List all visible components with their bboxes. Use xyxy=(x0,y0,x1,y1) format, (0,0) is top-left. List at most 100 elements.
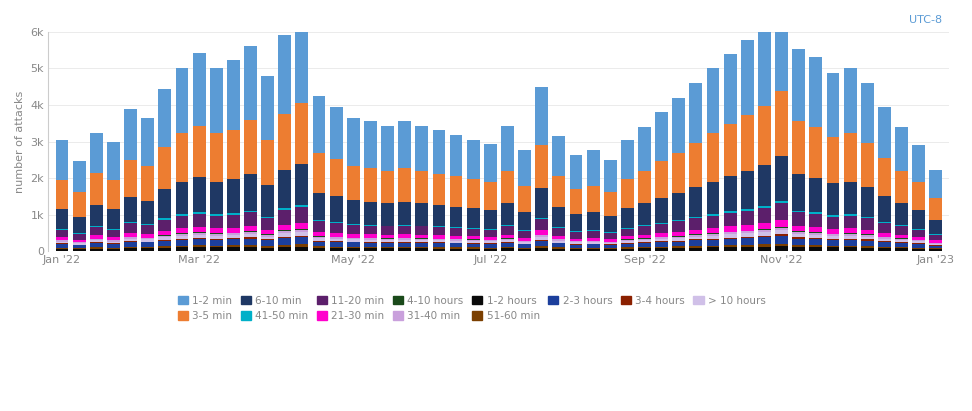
Bar xyxy=(707,215,719,216)
Bar xyxy=(724,124,737,176)
Bar xyxy=(295,230,308,232)
Bar xyxy=(929,248,942,249)
Bar xyxy=(810,127,822,178)
Bar xyxy=(638,248,651,251)
Bar xyxy=(261,237,274,239)
Bar xyxy=(689,246,703,248)
Bar xyxy=(604,160,616,192)
Bar xyxy=(587,241,600,242)
Bar xyxy=(450,236,463,239)
Bar xyxy=(810,247,822,251)
Bar xyxy=(689,234,703,235)
Bar xyxy=(450,247,463,249)
Bar xyxy=(844,236,856,239)
Bar xyxy=(176,247,189,251)
Bar xyxy=(792,239,805,245)
Bar xyxy=(895,235,908,238)
Bar xyxy=(176,182,189,215)
Bar xyxy=(638,127,651,171)
Bar xyxy=(158,236,171,237)
Bar xyxy=(741,210,753,225)
Bar xyxy=(399,225,411,226)
Bar xyxy=(347,242,360,247)
Bar xyxy=(826,229,840,233)
Bar xyxy=(775,228,788,230)
Bar xyxy=(741,247,753,251)
Bar xyxy=(536,248,548,251)
Bar xyxy=(587,212,600,230)
Bar xyxy=(604,248,616,249)
Bar xyxy=(244,239,257,245)
Bar xyxy=(158,246,171,248)
Bar xyxy=(347,166,360,200)
Bar xyxy=(192,214,205,227)
Bar xyxy=(55,230,68,237)
Bar xyxy=(861,83,874,143)
Bar xyxy=(895,127,908,171)
Bar xyxy=(536,235,548,237)
Bar xyxy=(450,227,463,228)
Bar xyxy=(399,238,411,240)
Bar xyxy=(570,189,582,214)
Bar xyxy=(467,208,479,228)
Bar xyxy=(707,240,719,246)
Bar xyxy=(929,244,942,245)
Bar xyxy=(707,236,719,239)
Bar xyxy=(587,238,600,240)
Bar xyxy=(844,68,856,133)
Bar xyxy=(433,243,445,247)
Bar xyxy=(707,233,719,234)
Bar xyxy=(399,248,411,251)
Bar xyxy=(895,238,908,239)
Bar xyxy=(226,233,240,235)
Bar xyxy=(415,239,429,240)
Bar xyxy=(638,243,651,247)
Bar xyxy=(638,171,651,203)
Bar xyxy=(673,242,685,247)
Bar xyxy=(192,233,205,235)
Bar xyxy=(330,222,342,223)
Bar xyxy=(484,249,497,251)
Bar xyxy=(55,229,68,230)
Bar xyxy=(604,216,616,232)
Bar xyxy=(895,243,908,247)
Bar xyxy=(89,133,103,173)
Bar xyxy=(158,235,171,236)
Bar xyxy=(844,228,856,233)
Bar xyxy=(518,150,531,186)
Bar xyxy=(878,158,890,196)
Bar xyxy=(347,118,360,166)
Bar xyxy=(158,241,171,246)
Bar xyxy=(912,244,925,248)
Bar xyxy=(689,235,703,237)
Bar xyxy=(673,236,685,238)
Bar xyxy=(758,208,771,223)
Bar xyxy=(878,247,890,248)
Bar xyxy=(912,237,925,240)
Bar xyxy=(226,247,240,251)
Bar xyxy=(878,223,890,233)
Bar xyxy=(210,233,223,234)
Bar xyxy=(673,220,685,222)
Bar xyxy=(810,58,822,127)
Bar xyxy=(192,227,205,232)
Bar xyxy=(278,114,292,170)
Bar xyxy=(775,91,788,157)
Bar xyxy=(501,203,514,226)
Bar xyxy=(124,233,137,237)
Bar xyxy=(55,209,68,229)
Bar xyxy=(192,235,205,238)
Bar xyxy=(55,243,68,244)
Bar xyxy=(278,247,292,251)
Bar xyxy=(570,248,582,249)
Bar xyxy=(912,243,925,244)
Bar xyxy=(124,109,137,160)
Bar xyxy=(399,243,411,247)
Bar xyxy=(364,242,377,243)
Bar xyxy=(878,248,890,251)
Bar xyxy=(124,241,137,242)
Bar xyxy=(810,235,822,238)
Bar xyxy=(826,215,840,217)
Bar xyxy=(878,241,890,242)
Bar xyxy=(912,182,925,210)
